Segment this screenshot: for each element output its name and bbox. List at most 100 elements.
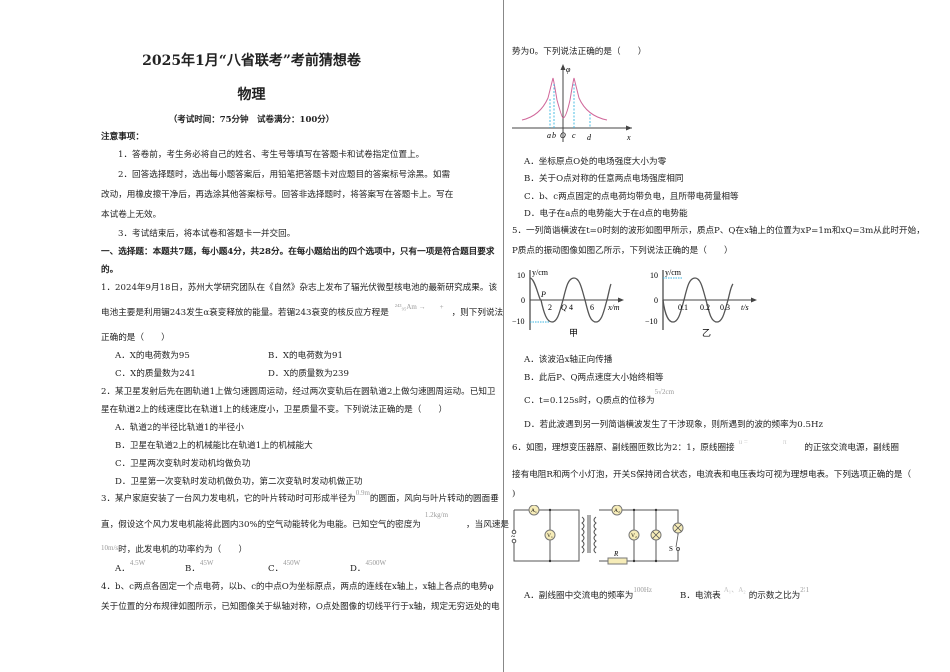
terminal xyxy=(511,538,517,544)
option-d: D．若此波遇到另一列简谐横波发生了干涉现象，则所遇到的波的频率为0.5Hz xyxy=(524,420,823,430)
s-label: S xyxy=(669,545,673,553)
nuclear-equation: ²⁴³₉₅Am → + xyxy=(394,303,444,311)
text: 6．如图，理想变压器原、副线圈匝数比为2：1，原线圈接 xyxy=(512,443,735,453)
arrow-icon xyxy=(560,64,566,70)
notice-line: 改动，用橡皮擦干净后，再选涂其他答案标号。回答非选择题时，将答案写在答题卡上。写… xyxy=(101,190,454,200)
frequency-value: 100Hz xyxy=(633,586,653,594)
arrow-icon xyxy=(618,297,624,303)
text: C．t=0.125s时，Q质点的位移为 xyxy=(524,396,655,406)
option-b: B．关于O点对称的任意两点电场强度相同 xyxy=(524,174,684,184)
text: 3．某户家庭安装了一台风力发电机，它的叶片转动时可形成半径为 xyxy=(101,494,356,504)
question-text: 1．2024年9月18日，苏州大学研究团队在《自然》杂志上发布了辐光伏微型核电池… xyxy=(101,283,498,293)
notice-line: 2．回答选择题时，选出每小题答案后，用铅笔把答题卡对应题目的答案标号涂黑。如需 xyxy=(118,170,451,180)
text: 直，假设这个风力发电机能将此圆内30%的空气动能转化为电能。已知空气的密度为 xyxy=(101,520,421,530)
junction xyxy=(632,559,636,563)
a2-label: A₂ xyxy=(614,508,620,514)
option-c: C．X的质量数为241 xyxy=(115,369,196,379)
primary-coil xyxy=(581,516,585,554)
speed-value: 10m/s xyxy=(101,544,119,552)
option-d: D．4500W xyxy=(350,559,386,575)
point-o: O xyxy=(560,131,566,140)
question-text: 星在轨道2上的线速度比在轨道1上的线速度小，卫星质量不变。下列说法正确的是（ ） xyxy=(101,405,448,415)
question-text: 3．某户家庭安装了一台风力发电机，它的叶片转动时可形成半径为0.9m的圆面，风向… xyxy=(101,489,499,505)
section-heading: 的。 xyxy=(101,265,119,275)
y-tick: −10 xyxy=(512,317,525,326)
question-text: 直，假设这个风力发电机能将此圆内30%的空气动能转化为电能。已知空气的密度为1.… xyxy=(101,511,509,531)
y-label: φ xyxy=(566,65,571,74)
question-text: 5．一列简谐横波在t=0时刻的波形如图甲所示，质点P、Q在x轴上的位置为xP=1… xyxy=(512,226,925,236)
ratio-value: 2∶1 xyxy=(800,586,810,594)
text: 时，此发电机的功率约为（ ） xyxy=(118,545,248,555)
section-heading: 一、选择题：本题共7题，每小题4分，共28分。在每小题给出的四个选项中，只有一项… xyxy=(101,247,495,257)
secondary-coil xyxy=(593,516,597,554)
x-label: x xyxy=(626,133,631,142)
option-d: D．X的质量数为239 xyxy=(268,369,349,379)
x-tick: 0.3 xyxy=(720,303,730,312)
option-b: B．X的电荷数为91 xyxy=(268,351,343,361)
point-a: a xyxy=(547,131,551,140)
arrow-icon xyxy=(626,125,632,131)
value: 4500W xyxy=(365,559,387,567)
option-b: B．电流表A₁、A₂的示数之比为2∶1 xyxy=(680,586,809,602)
option-d: D．卫星第一次变轨时发动机做负功，第二次变轨时发动机做正功 xyxy=(115,477,363,487)
value: 450W xyxy=(283,559,301,567)
question-text: P质点的振动图像如图乙所示，下列说法正确的是（ ） xyxy=(512,246,733,256)
option-b: B．此后P、Q两点速度大小始终相等 xyxy=(524,373,664,383)
wave-figure-b: y/cm 10 0 −10 0.1 0.2 0.3 t/s 乙 xyxy=(645,268,757,338)
voltmeter-v2 xyxy=(628,529,640,541)
junction xyxy=(654,559,658,563)
option-c: C．b、c两点固定的点电荷均带负电，且所带电荷量相等 xyxy=(524,192,739,202)
x-tick: 2 xyxy=(548,303,552,312)
r-label: R xyxy=(613,550,619,558)
option-c: C．卫星两次变轨时发动机均做负功 xyxy=(115,459,251,469)
label: B． xyxy=(185,564,200,574)
text: 的示数之比为 xyxy=(748,591,801,601)
arrow-icon xyxy=(751,297,757,303)
text: 的正弦交流电源，副线圈 xyxy=(804,443,899,453)
lamp-cross xyxy=(652,531,660,539)
voltage-formula: u = π xyxy=(738,438,787,446)
switch-s[interactable] xyxy=(675,534,679,548)
question-text: 关于位置的分布规律如图所示，已知图像关于纵轴对称，O点处图像的切线平行于x轴，规… xyxy=(101,602,500,612)
question-text: 10m/s时，此发电机的功率约为（ ） xyxy=(101,544,247,556)
density-value: 1.2kg/m xyxy=(424,511,449,519)
junction xyxy=(632,508,636,512)
option-c: C．t=0.125s时，Q质点的位移为5√2cm xyxy=(524,388,674,407)
option-a: A．该波沿x轴正向传播 xyxy=(524,355,613,365)
notice-line: 1．答卷前，考生务必将自己的姓名、考生号等填写在答题卡和试卷指定位置上。 xyxy=(118,150,425,160)
resistor-r xyxy=(607,557,628,565)
option-a: A．4.5W xyxy=(115,559,145,575)
lamp-cross xyxy=(674,524,682,532)
question-text: 6．如图，理想变压器原、副线圈匝数比为2：1，原线圈接u = π 的正弦交流电源，… xyxy=(512,438,899,454)
point-c: c xyxy=(572,131,576,140)
radius-value: 0.9m xyxy=(355,489,370,497)
terminal xyxy=(511,529,517,535)
text: 的圆面，风向与叶片转动的圆面垂 xyxy=(369,494,499,504)
notice-line: 3．考试结束后，将本试卷和答题卡一并交回。 xyxy=(118,229,296,239)
point-p: P xyxy=(540,290,546,299)
notice-line: 本试卷上无效。 xyxy=(101,210,162,220)
circuit-figure: ~ A₁ V₁ A₂ V₂ R S xyxy=(511,505,684,565)
y-label: y/cm xyxy=(532,268,549,277)
question-text: 2．某卫星发射后先在圆轨道1上做匀速圆周运动，经过两次变轨后在圆轨道2上做匀速圆… xyxy=(101,387,496,397)
point-d: d xyxy=(587,133,592,142)
potential-curve xyxy=(521,77,608,121)
question-text: 电池主要是利用镅243发生α衰变释放的能量。若镅243衰变的核反应方程是 ²⁴³₉… xyxy=(101,303,503,319)
caption: 乙 xyxy=(702,328,711,338)
x-tick: 0.2 xyxy=(700,303,710,312)
y-tick: −10 xyxy=(645,317,658,326)
wave-curve xyxy=(529,277,612,323)
y-tick: 10 xyxy=(650,271,658,280)
label: C． xyxy=(268,564,284,574)
wave-figure-a: y/cm 10 0 −10 2 4 6 x/m P Q 甲 xyxy=(512,268,624,338)
text: B．电流表 xyxy=(680,591,721,601)
option-b: B．45W xyxy=(185,559,214,575)
y-label: y/cm xyxy=(665,268,682,277)
v1-label: V₁ xyxy=(547,533,553,539)
junction xyxy=(548,508,552,512)
question-text: 正确的是（ ） xyxy=(101,333,170,343)
text: A．副线圈中交流电的频率为 xyxy=(524,591,634,601)
exam-info: （考试时间：75分钟 试卷满分：100分） xyxy=(168,115,335,125)
y-tick: 0 xyxy=(521,296,525,305)
question-text: 4．b、c两点各固定一个点电荷，以b、c的中点O为坐标原点，两点的连线在x轴上，… xyxy=(101,582,494,592)
